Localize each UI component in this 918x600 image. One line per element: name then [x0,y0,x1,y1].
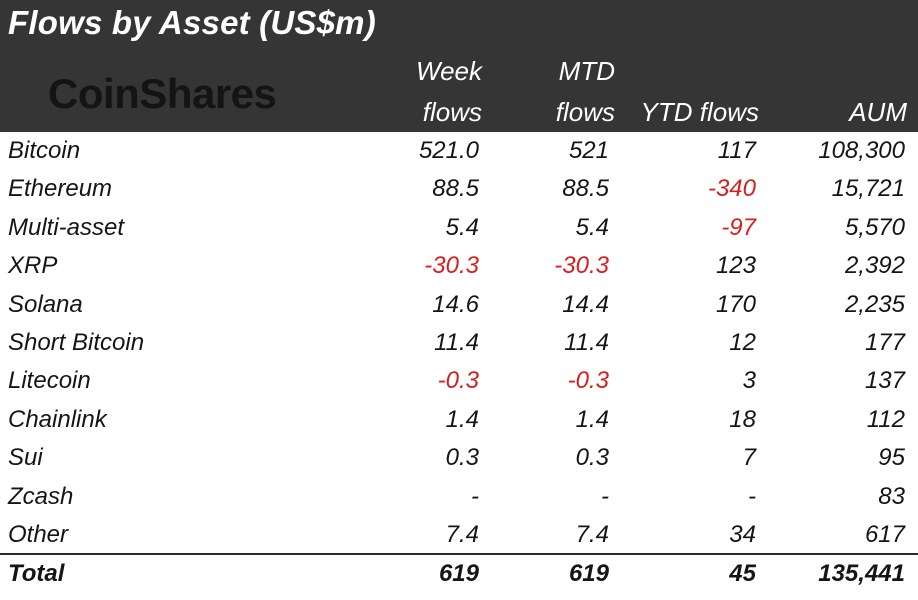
column-header-week-line1: Week [416,56,482,86]
table-row: Zcash - - - 83 [0,478,918,516]
total-label: Total [8,560,65,587]
ytd-flows-cell: 170 [715,290,756,318]
ytd-flows-cell: 7 [742,444,756,472]
table-row: XRP -30.3 -30.3 123 2,392 [0,247,918,285]
table-header: Flows by Asset (US$m) CoinShares Week fl… [0,0,918,132]
mtd-flows-cell: 88.5 [562,175,609,203]
table-row: Sui 0.3 0.3 7 95 [0,439,918,477]
mtd-flows-cell: -0.3 [567,367,609,395]
week-flows-cell: 88.5 [432,175,479,203]
asset-name-cell: Zcash [8,482,74,510]
asset-name-cell: XRP [8,252,58,280]
total-aum: 135,441 [818,560,905,587]
asset-name-cell: Bitcoin [8,137,81,164]
aum-cell: 95 [878,444,905,472]
aum-cell: 5,570 [844,213,905,241]
table-row: Multi-asset 5.4 5.4 -97 5,570 [0,209,918,247]
week-flows-cell: 7.4 [445,520,479,548]
week-flows-cell: 11.4 [434,328,479,356]
table-row: Short Bitcoin 11.4 11.4 12 177 [0,324,918,362]
column-header-mtd-line1: MTD [558,56,615,86]
ytd-flows-cell: 18 [729,405,756,433]
asset-name-cell: Sui [8,444,43,472]
week-flows-cell: 14.6 [432,290,479,318]
mtd-flows-cell: 11.4 [564,328,609,356]
table-body: Bitcoin 521.0 521 117 108,300 Ethereum 88.5 88.… [0,132,918,554]
week-flows-cell: -0.3 [437,367,479,395]
week-flows-cell: -30.3 [424,252,479,280]
coinshares-logo: CoinShares [48,70,277,117]
asset-name-cell: Other [8,520,69,548]
aum-cell: 2,235 [844,290,905,318]
ytd-flows-cell: - [748,482,756,510]
mtd-flows-cell: 5.4 [575,213,609,241]
total-week-flows: 619 [438,560,479,587]
asset-name-cell: Ethereum [8,175,113,203]
asset-name-cell: Short Bitcoin [8,328,145,356]
aum-cell: 83 [878,482,905,510]
table-row: Other 7.4 7.4 34 617 [0,516,918,554]
week-flows-cell: 0.3 [445,444,479,472]
column-header-week-line2: flows [422,97,482,127]
asset-name-cell: Chainlink [8,405,107,433]
ytd-flows-cell: 3 [742,367,756,395]
week-flows-cell: - [471,482,479,510]
table-row: Ethereum 88.5 88.5 -340 15,721 [0,170,918,208]
ytd-flows-cell: 12 [729,328,756,356]
ytd-flows-cell: 117 [717,137,756,164]
week-flows-cell: 5.4 [445,213,479,241]
table-row: Litecoin -0.3 -0.3 3 137 [0,362,918,400]
mtd-flows-cell: 521 [568,137,609,164]
ytd-flows-cell: -97 [721,213,756,241]
table-title: Flows by Asset (US$m) [8,4,376,41]
aum-cell: 2,392 [844,252,905,280]
ytd-flows-cell: 123 [715,252,756,280]
aum-cell: 177 [864,328,905,356]
week-flows-cell: 521.0 [418,137,479,164]
asset-name-cell: Solana [8,290,83,318]
mtd-flows-cell: 7.4 [575,520,609,548]
table-row: Bitcoin 521.0 521 117 108,300 [0,132,918,170]
aum-cell: 15,721 [831,175,905,203]
ytd-flows-cell: -340 [707,175,756,203]
aum-cell: 137 [864,367,905,395]
table-row: Chainlink 1.4 1.4 18 112 [0,401,918,439]
asset-name-cell: Litecoin [8,367,91,395]
column-header-ytd: YTD flows [640,97,759,127]
asset-name-cell: Multi-asset [8,213,125,241]
mtd-flows-cell: 1.4 [575,405,609,433]
aum-cell: 112 [866,405,905,433]
mtd-flows-cell: -30.3 [554,252,609,280]
mtd-flows-cell: 0.3 [575,444,609,472]
column-header-mtd-line2: flows [555,97,615,127]
total-mtd-flows: 619 [568,560,609,587]
total-row: Total 619 619 45 135,441 [0,555,918,595]
week-flows-cell: 1.4 [445,405,479,433]
column-header-aum: AUM [849,97,907,127]
total-divider [0,553,918,555]
total-ytd-flows: 45 [729,560,756,587]
ytd-flows-cell: 34 [729,520,756,548]
table-row: Solana 14.6 14.4 170 2,235 [0,286,918,324]
aum-cell: 617 [864,520,905,548]
mtd-flows-cell: - [601,482,609,510]
mtd-flows-cell: 14.4 [562,290,609,318]
aum-cell: 108,300 [818,137,905,164]
